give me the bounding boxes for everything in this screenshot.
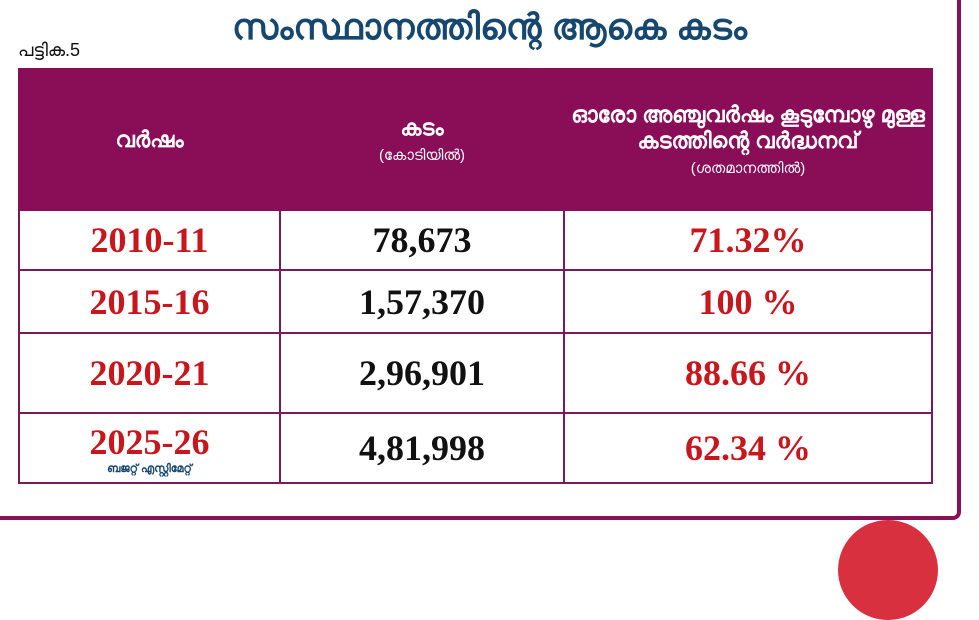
growth-cell: 88.66 %: [563, 332, 933, 414]
header-growth-label: ഓരോ അഞ്ചുവർഷം കൂടുമ്പോഴു മുള്ള കടത്തിന്റ…: [571, 102, 925, 153]
header-year: വർഷം: [18, 68, 281, 211]
table-row: 2020-21 2,96,901 88.66 %: [18, 332, 933, 414]
growth-cell: 71.32%: [563, 209, 933, 271]
table-row: 2015-16 1,57,370 100 %: [18, 269, 933, 334]
decorative-circle: [838, 520, 938, 620]
table-row: 2010-11 78,673 71.32%: [18, 209, 933, 271]
debt-cell: 4,81,998: [279, 412, 565, 484]
header-growth: ഓരോ അഞ്ചുവർഷം കൂടുമ്പോഴു മുള്ള കടത്തിന്റ…: [563, 68, 933, 211]
debt-cell: 78,673: [279, 209, 565, 271]
debt-cell: 2,96,901: [279, 332, 565, 414]
growth-cell: 100 %: [563, 269, 933, 334]
header-year-label: വർഷം: [115, 126, 184, 152]
table-row: 2025-26 ബജറ്റ് എസ്റ്റിമേറ്റ് 4,81,998 62.…: [18, 412, 933, 484]
page-title: സംസ്ഥാനത്തിന്റെ ആകെ കടം: [232, 6, 747, 47]
year-cell: 2010-11: [18, 209, 281, 271]
year-cell: 2015-16: [18, 269, 281, 334]
year-cell: 2020-21: [18, 332, 281, 414]
header-debt-label: കടം: [400, 115, 444, 140]
page-frame: [0, 0, 961, 520]
header-debt-unit: (കോടിയിൽ): [378, 147, 466, 164]
header-growth-unit: (ശതമാനത്തിൽ): [690, 160, 806, 177]
debt-table: വർഷം കടം (കോടിയിൽ) ഓരോ അഞ്ചുവർഷം കൂടുമ്പോ…: [18, 68, 933, 484]
header-row: വർഷം കടം (കോടിയിൽ) ഓരോ അഞ്ചുവർഷം കൂടുമ്പോ…: [18, 68, 933, 211]
year-label: 2025-26: [89, 421, 210, 462]
header-debt: കടം (കോടിയിൽ): [279, 68, 565, 211]
table-label: പട്ടിക.5: [18, 40, 81, 60]
growth-cell: 62.34 %: [563, 412, 933, 484]
debt-cell: 1,57,370: [279, 269, 565, 334]
year-cell: 2025-26 ബജറ്റ് എസ്റ്റിമേറ്റ്: [18, 412, 281, 484]
budget-estimate-note: ബജറ്റ് എസ്റ്റിമേറ്റ്: [107, 462, 192, 475]
